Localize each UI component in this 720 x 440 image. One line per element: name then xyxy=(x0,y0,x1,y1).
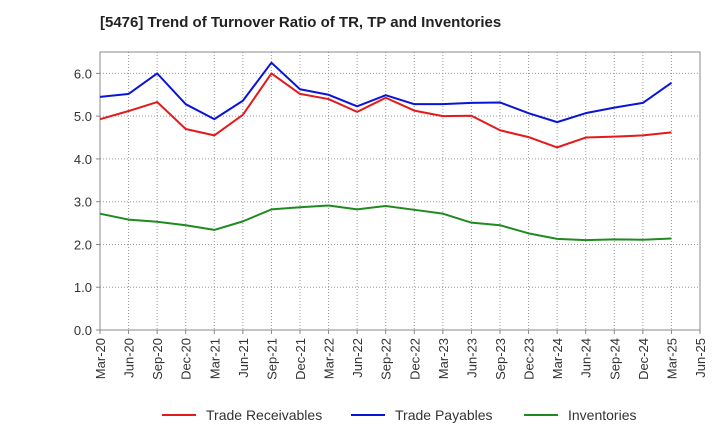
series-lines xyxy=(99,61,673,242)
y-tick-label: 0.0 xyxy=(74,323,92,338)
axes xyxy=(96,51,701,334)
line-chart: 0.0 1.0 2.0 3.0 4.0 5.0 6.0 Mar-20 Jun-20 Sep-20… xyxy=(74,51,708,380)
y-tick-label: 1.0 xyxy=(74,280,92,295)
x-tick-label: Sep-22 xyxy=(379,338,394,380)
x-tick-label: Dec-20 xyxy=(179,338,194,380)
plot-frame xyxy=(99,51,701,331)
x-tick-label: Mar-24 xyxy=(550,338,565,379)
y-tick-label: 5.0 xyxy=(74,109,92,124)
x-tick-label: Jun-22 xyxy=(350,338,365,378)
x-tick-label: Sep-24 xyxy=(607,338,622,380)
x-tick-label: Sep-21 xyxy=(264,338,279,380)
x-tick-label: Jun-25 xyxy=(693,338,708,378)
series-line-inventories xyxy=(99,204,672,242)
series-line-trade-receivables xyxy=(99,72,672,149)
x-tick-label: Mar-20 xyxy=(93,338,108,379)
y-tick-labels: 0.0 1.0 2.0 3.0 4.0 5.0 6.0 xyxy=(74,66,92,338)
x-tick-label: Dec-22 xyxy=(407,338,422,380)
x-tick-label: Mar-23 xyxy=(436,338,451,379)
x-tick-label: Jun-20 xyxy=(122,338,137,378)
x-tick-label: Dec-21 xyxy=(293,338,308,380)
y-tick-label: 2.0 xyxy=(74,237,92,252)
y-tick-label: 6.0 xyxy=(74,66,92,81)
legend: Trade Receivables Trade Payables Invento… xyxy=(0,404,720,426)
x-tick-label: Jun-21 xyxy=(236,338,251,378)
x-tick-label: Jun-23 xyxy=(464,338,479,378)
chart-title: [5476] Trend of Turnover Ratio of TR, TP… xyxy=(100,14,502,31)
x-tick-label: Mar-22 xyxy=(322,338,337,379)
x-tick-label: Mar-25 xyxy=(664,338,679,379)
x-tick-labels: Mar-20 Jun-20 Sep-20 Dec-20 Mar-21 Jun-21 Sep-… xyxy=(93,338,708,380)
x-tick-label: Dec-23 xyxy=(522,338,537,380)
legend-item-trade-payables: Trade Payables xyxy=(351,404,493,426)
legend-swatch xyxy=(351,414,385,416)
y-tick-label: 3.0 xyxy=(74,195,92,210)
x-tick-label: Sep-23 xyxy=(493,338,508,380)
x-tick-label: Sep-20 xyxy=(150,338,165,380)
series-line-trade-payables xyxy=(99,61,673,124)
legend-swatch xyxy=(524,414,558,416)
legend-swatch xyxy=(162,414,196,416)
x-tick-label: Mar-21 xyxy=(207,338,222,379)
legend-label: Trade Receivables xyxy=(206,407,323,423)
grid-lines xyxy=(100,52,700,330)
legend-label: Inventories xyxy=(568,407,637,423)
legend-item-inventories: Inventories xyxy=(524,404,636,426)
legend-item-trade-receivables: Trade Receivables xyxy=(162,404,322,426)
y-tick-label: 4.0 xyxy=(74,152,92,167)
x-tick-label: Dec-24 xyxy=(636,338,651,380)
legend-label: Trade Payables xyxy=(395,407,493,423)
x-tick-label: Jun-24 xyxy=(579,338,594,378)
